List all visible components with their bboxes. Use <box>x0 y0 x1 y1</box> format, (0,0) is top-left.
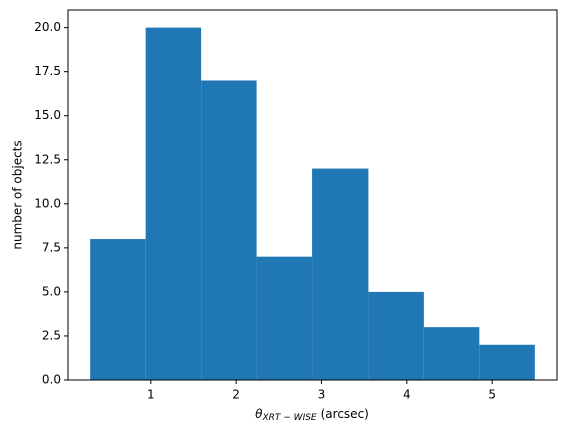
y-tick-label: 20.0 <box>34 20 61 34</box>
y-tick-label: 0.0 <box>42 373 61 387</box>
y-tick-label: 15.0 <box>34 108 61 122</box>
x-label-unit: (arcsec) <box>321 407 369 421</box>
y-axis-label: number of objects <box>11 140 25 249</box>
bar <box>90 239 146 380</box>
bar <box>312 168 369 380</box>
y-tick-label: 10.0 <box>34 196 61 210</box>
x-tick-label: 5 <box>488 388 496 402</box>
y-tick-label: 5.0 <box>42 284 61 298</box>
bar <box>145 27 202 380</box>
y-tick-label: 12.5 <box>34 152 61 166</box>
plot-frame <box>67 9 558 381</box>
x-axis-label: θXRT − WISE (arcsec) <box>255 407 369 423</box>
x-tick-label: 1 <box>147 388 155 402</box>
bar <box>423 327 480 380</box>
y-tick-label: 17.5 <box>34 64 61 78</box>
bar <box>368 291 424 380</box>
x-label-symbol: θ <box>255 407 263 421</box>
y-tick-label: 7.5 <box>42 240 61 254</box>
bar <box>479 344 535 380</box>
y-tick-label: 2.5 <box>42 328 61 342</box>
x-tick-label: 3 <box>318 388 326 402</box>
bar <box>201 80 257 380</box>
x-tick-label: 2 <box>232 388 240 402</box>
bar <box>256 256 313 380</box>
x-tick-label: 4 <box>403 388 411 402</box>
x-label-subscript: XRT − WISE <box>261 413 316 423</box>
